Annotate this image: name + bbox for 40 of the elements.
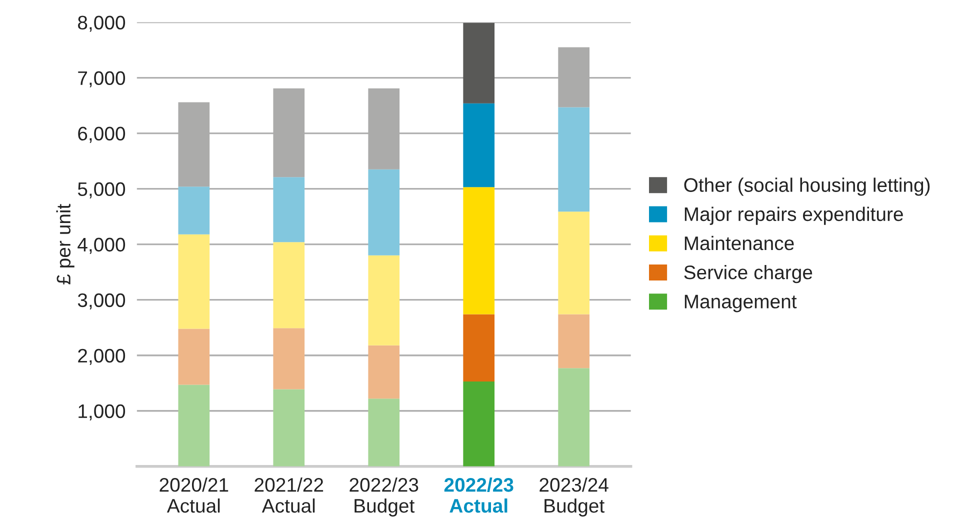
bar <box>273 328 305 390</box>
y-tick-label: 7,000 <box>78 71 126 88</box>
x-tick-label: 2022/23 Actual <box>444 478 514 513</box>
bar <box>178 234 210 329</box>
bar <box>368 255 400 346</box>
bar <box>273 242 305 328</box>
bar <box>558 368 590 466</box>
bar <box>273 389 305 466</box>
bar <box>178 186 210 234</box>
legend-label: Major repairs expenditure <box>684 206 903 225</box>
bar <box>368 169 400 256</box>
x-tick-label: 2023/24 Budget <box>540 478 608 517</box>
y-tick-label: 8,000 <box>78 16 126 32</box>
bar <box>368 398 400 466</box>
bar <box>463 381 495 466</box>
y-tick-label: 2,000 <box>78 348 126 365</box>
y-tick-label: 1,000 <box>78 404 126 420</box>
legend-label: Management <box>684 294 797 312</box>
y-tick-label: 4,000 <box>78 238 126 254</box>
y-tick-label: 5,000 <box>78 182 126 198</box>
legend-label: Other (social housing letting) <box>684 178 930 196</box>
y-tick-label: 3,000 <box>78 293 126 310</box>
bar <box>463 314 495 382</box>
bar <box>463 22 495 104</box>
bar <box>558 107 590 212</box>
bar <box>463 103 495 188</box>
x-tick-label: 2020/21 Actual <box>160 478 228 513</box>
y-axis-title: £ per unit <box>56 204 74 284</box>
legend-label: Maintenance <box>684 236 794 250</box>
legend-label: Service charge <box>684 265 812 284</box>
bar <box>178 384 210 466</box>
bar <box>368 345 400 399</box>
x-tick-label: 2021/22 Actual <box>254 478 324 513</box>
bar <box>558 212 590 314</box>
bar <box>558 314 590 368</box>
bar <box>273 177 305 242</box>
bar <box>463 187 495 314</box>
bar <box>178 328 210 385</box>
x-tick-label: 2022/23 Budget <box>350 478 418 517</box>
y-tick-label: 6,000 <box>78 126 126 143</box>
